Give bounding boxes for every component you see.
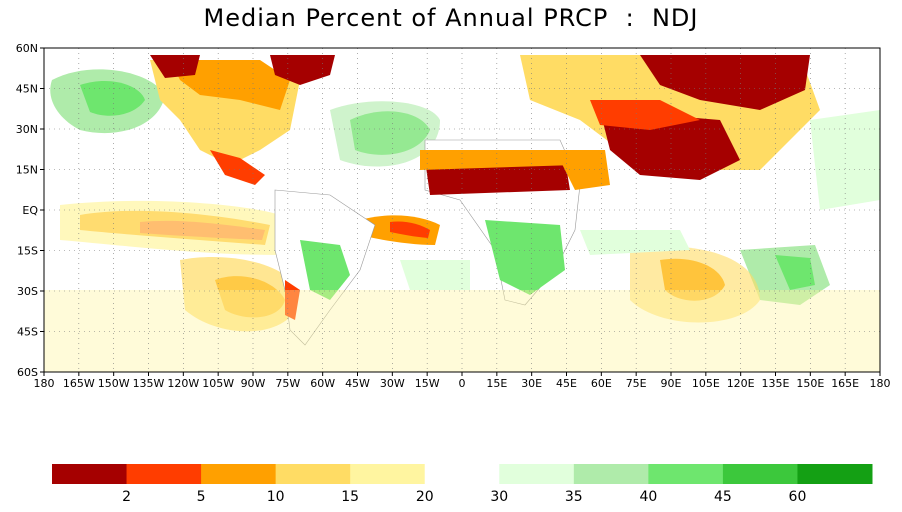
- s-america-orange: [285, 280, 300, 320]
- canada-red: [270, 55, 335, 85]
- longitude-ticks: 180 165W 150W 135W 120W 105W 90W 75W 60W 45W 30W 15…: [34, 372, 891, 390]
- siberia-red: [640, 55, 810, 110]
- lon-label: 15E: [486, 377, 507, 390]
- shaded-regions: [44, 55, 880, 372]
- lon-label: 60E: [591, 377, 612, 390]
- lon-label: 105E: [692, 377, 720, 390]
- colorbar: 2 5 10 15 20 30 35 40 45 60: [52, 464, 873, 505]
- colorbar-swatch: [201, 464, 277, 484]
- lon-label: 135W: [133, 377, 165, 390]
- mexico-orange: [210, 150, 265, 185]
- colorbar-label: 30: [490, 489, 508, 505]
- colorbar-label: 5: [197, 489, 206, 505]
- latitude-ticks: 60N 45N 30N 15N EQ 15S 30S 45S 60S: [16, 42, 44, 379]
- colorbar-label: 2: [122, 489, 131, 505]
- n-america-orange: [170, 60, 290, 110]
- w-pacific-pale-green: [810, 110, 880, 210]
- arabia-orange: [555, 150, 610, 190]
- colorbar-label: 45: [714, 489, 732, 505]
- eq-atlantic-red: [390, 221, 430, 238]
- lon-label: 105W: [202, 377, 234, 390]
- lon-label: 90E: [661, 377, 682, 390]
- lon-label: 60W: [310, 377, 335, 390]
- lon-label: 90W: [241, 377, 266, 390]
- graticule-meridians: [78, 48, 846, 372]
- lat-label: 45S: [17, 326, 38, 339]
- map-title: Median Percent of Annual PRCP : NDJ: [203, 4, 699, 32]
- lon-label: 45E: [556, 377, 577, 390]
- lat-label: 15N: [16, 164, 38, 177]
- lat-label: 45N: [16, 83, 38, 96]
- sahel-red: [425, 160, 570, 195]
- lon-label: 135E: [762, 377, 790, 390]
- lat-label: 60N: [16, 42, 38, 55]
- atlantic-green-outer: [330, 101, 440, 167]
- lon-label: 45W: [345, 377, 370, 390]
- lon-label: 30W: [380, 377, 405, 390]
- s-pacific-yellow: [180, 256, 300, 332]
- colorbar-label: 15: [341, 489, 359, 505]
- lon-label: 15W: [415, 377, 440, 390]
- colorbar-swatch: [275, 464, 351, 484]
- colorbar-swatch: [52, 464, 128, 484]
- eq-pacific-yellow: [60, 200, 280, 255]
- lon-label: 150W: [98, 377, 130, 390]
- colorbar-label: 10: [267, 489, 285, 505]
- alaska-red: [150, 55, 200, 78]
- lat-label: EQ: [22, 204, 38, 217]
- lon-label: 75E: [626, 377, 647, 390]
- colorbar-swatch: [424, 464, 500, 484]
- s-america-green: [300, 240, 350, 300]
- lon-label: 180: [34, 377, 55, 390]
- colorbar-swatch: [648, 464, 724, 484]
- colorbar-swatch: [797, 464, 873, 484]
- australia-core: [775, 255, 815, 290]
- colorbar-label: 60: [789, 489, 807, 505]
- colorbar-label: 35: [565, 489, 583, 505]
- lat-label: 60S: [17, 366, 38, 379]
- colorbar-swatch: [126, 464, 202, 484]
- lon-label: 165E: [831, 377, 859, 390]
- lat-label: 30S: [17, 285, 38, 298]
- lon-label: 120E: [727, 377, 755, 390]
- asia-orange: [590, 100, 700, 130]
- lat-label: 30N: [16, 123, 38, 136]
- colorbar-swatch: [350, 464, 426, 484]
- lon-label: 0: [459, 377, 466, 390]
- colorbar-label: 20: [416, 489, 434, 505]
- lon-label: 120W: [167, 377, 199, 390]
- lon-label: 75W: [275, 377, 300, 390]
- lat-label: 15S: [17, 245, 38, 258]
- colorbar-swatch: [499, 464, 575, 484]
- africa-green: [485, 220, 565, 295]
- lon-label: 180: [870, 377, 891, 390]
- southern-ocean-yellow: [44, 290, 880, 372]
- ne-pacific-green-core: [80, 80, 145, 116]
- indian-ocean-green: [580, 230, 690, 255]
- lon-label: 165W: [63, 377, 95, 390]
- colorbar-swatch: [573, 464, 649, 484]
- colorbar-swatch: [722, 464, 798, 484]
- lon-label: 150E: [796, 377, 824, 390]
- sahel-orange: [420, 150, 575, 170]
- s-indian-yellow: [630, 246, 760, 323]
- colorbar-label: 40: [639, 489, 657, 505]
- s-atlantic-pale-green: [400, 260, 470, 290]
- lon-label: 30E: [521, 377, 542, 390]
